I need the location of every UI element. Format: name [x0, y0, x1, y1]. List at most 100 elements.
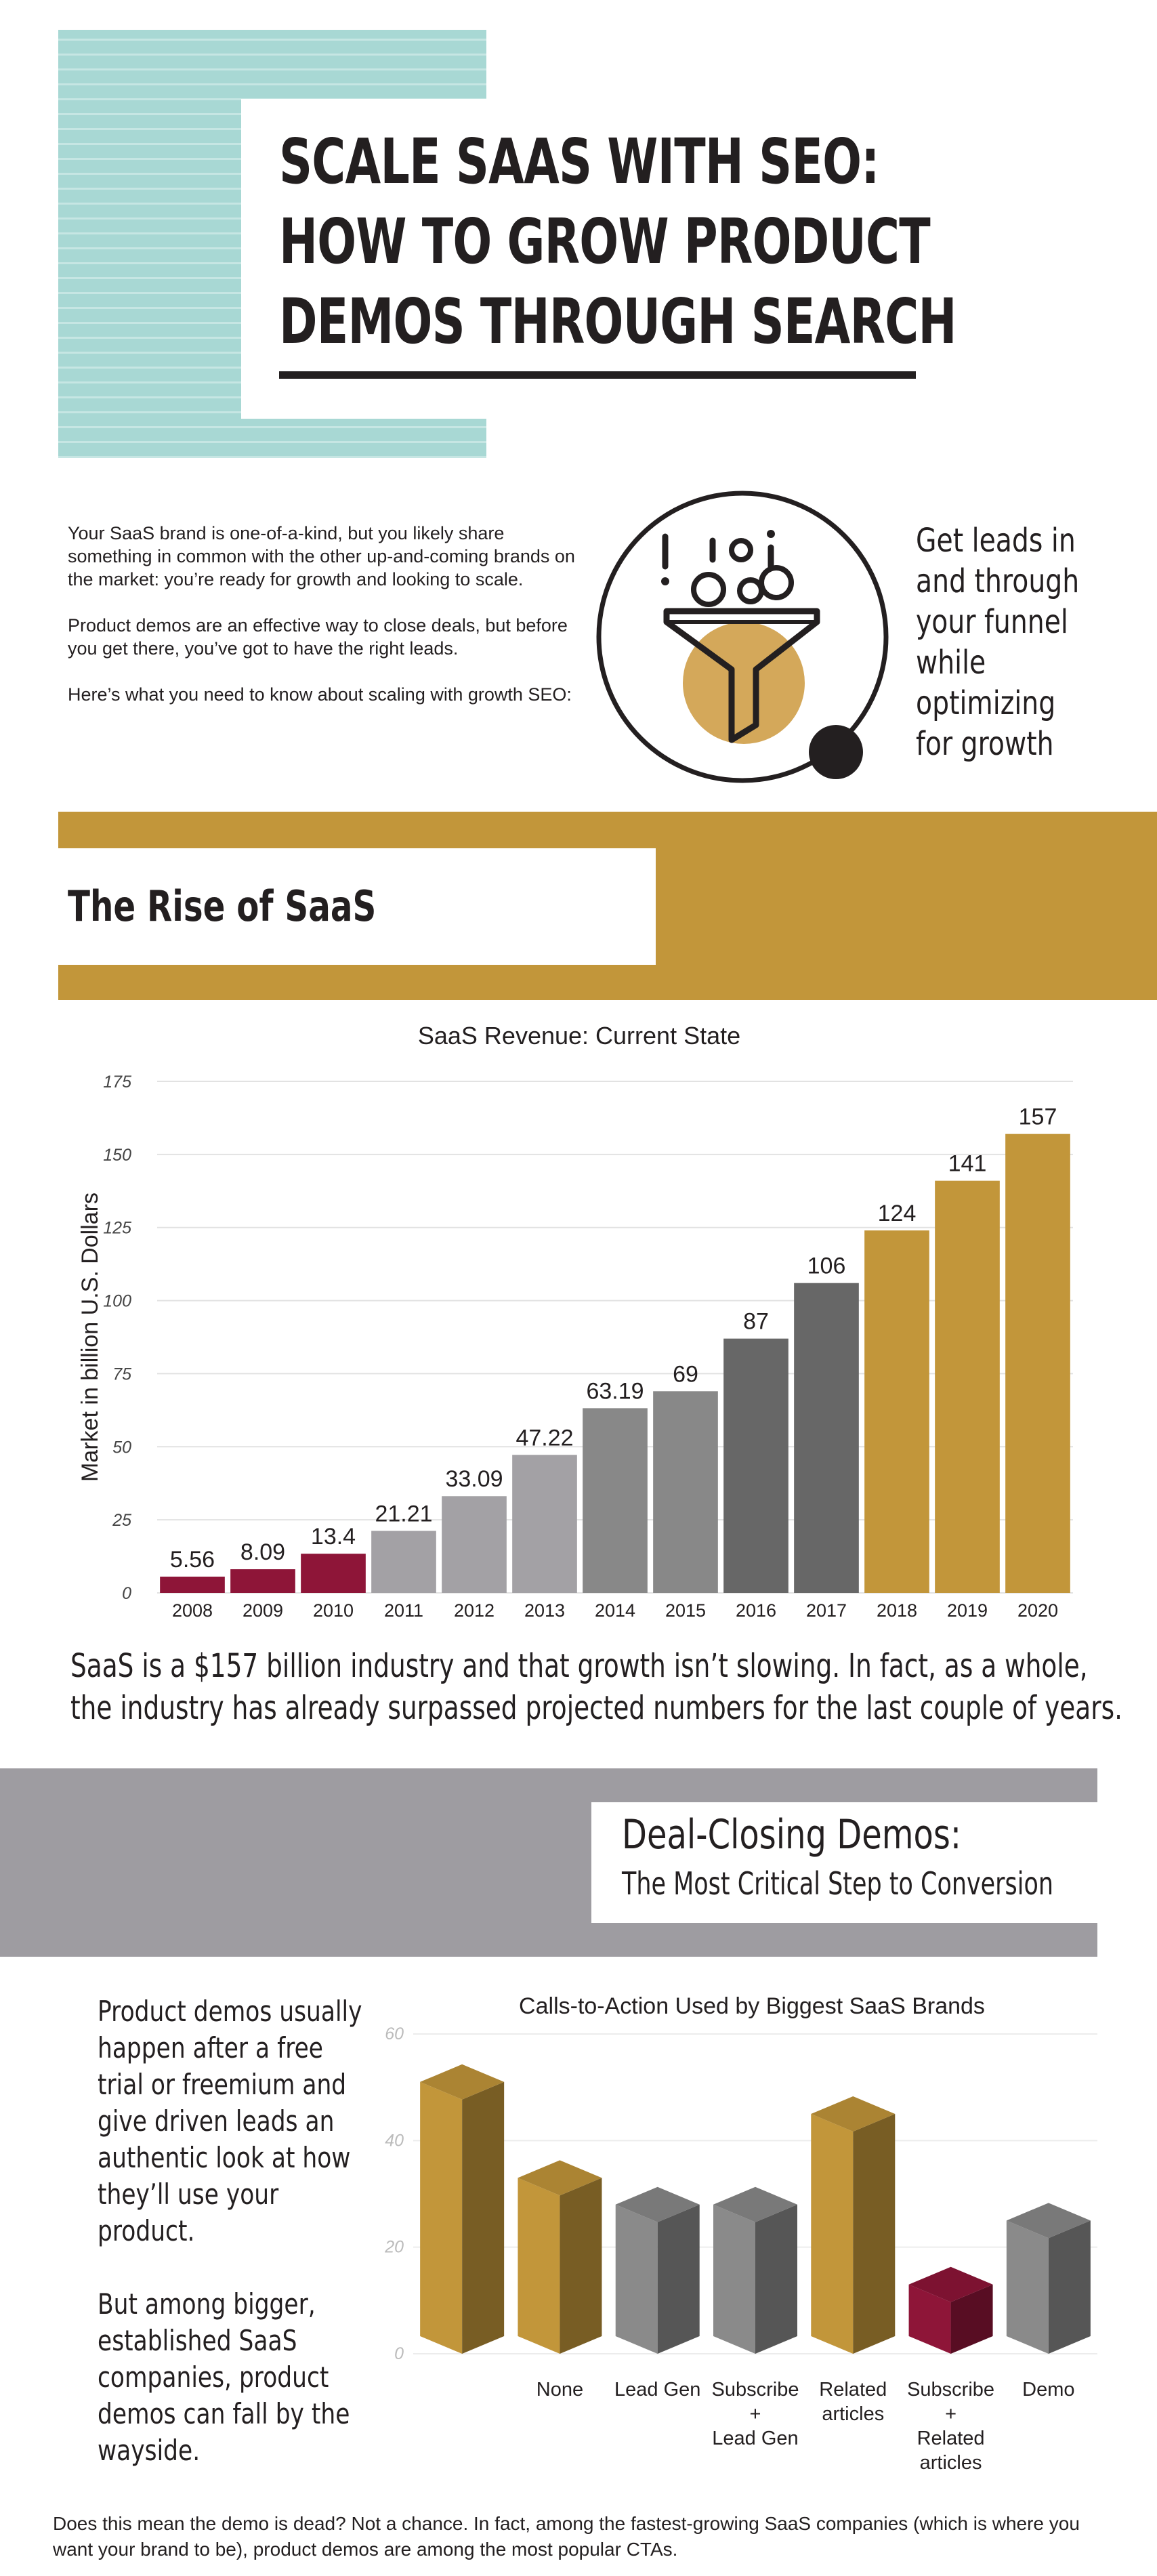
y-tick-label: 75 — [112, 1365, 131, 1384]
bar-top-face — [811, 2096, 896, 2132]
x-tick-label: Subscribe — [712, 2379, 799, 2401]
bar — [794, 1283, 859, 1593]
bar — [230, 1569, 295, 1593]
page-title-line: HOW TO GROW PRODUCT — [279, 205, 931, 278]
intro-paragraph: Here’s what you need to know about scali… — [68, 684, 572, 705]
y-axis-label: Market in billion U.S. Dollars — [77, 1192, 103, 1482]
bar-top-face — [420, 2064, 505, 2100]
bar — [653, 1391, 718, 1593]
demos-paragraph-line: product. — [98, 2214, 195, 2247]
x-tick-label: 2019 — [947, 1600, 988, 1621]
data-label: 63.19 — [586, 1378, 644, 1404]
y-tick-label: 175 — [103, 1073, 131, 1092]
data-label: 87 — [743, 1309, 769, 1335]
demos-text: Product demos usually happen after a fre… — [98, 1993, 382, 2506]
rise-section-title-text: The Rise of SaaS — [68, 881, 377, 931]
cta-chart-title: Calls-to-Action Used by Biggest SaaS Bra… — [519, 1993, 985, 2019]
demos-paragraph-line: Product demos usually — [98, 1995, 362, 2028]
intro-paragraph: Product demos are an effective way to cl… — [68, 615, 568, 659]
title-underline — [279, 371, 916, 379]
y-tick-label: 0 — [122, 1584, 131, 1603]
bar — [935, 1180, 1000, 1593]
data-label: 33.09 — [445, 1466, 503, 1492]
demos-paragraph-line: happen after a free — [98, 2031, 324, 2064]
data-label: 13.4 — [311, 1524, 356, 1550]
bar — [723, 1338, 788, 1593]
funnel-icon — [593, 488, 891, 786]
intro-text: Your SaaS brand is one-of-a-kind, but yo… — [68, 522, 589, 729]
x-tick-label: 2016 — [736, 1600, 776, 1621]
bar — [301, 1554, 366, 1593]
data-label: 21.21 — [375, 1501, 432, 1526]
demos-paragraph-line: But among bigger, — [98, 2287, 316, 2321]
bar-right-face — [462, 2081, 505, 2354]
demos-paragraph-line: companies, product — [98, 2361, 329, 2394]
page-title-line: DEMOS THROUGH SEARCH — [279, 285, 956, 358]
demos-paragraph-line: trial or freemium and — [98, 2068, 347, 2101]
x-tick-label: 2009 — [243, 1600, 283, 1621]
bar-right-face — [1048, 2220, 1091, 2354]
x-tick-label: 2013 — [524, 1600, 565, 1621]
bar-left-face — [518, 2178, 560, 2354]
bar-right-face — [560, 2178, 602, 2354]
y-tick-label: 100 — [103, 1292, 131, 1311]
bar-left-face — [713, 2204, 755, 2354]
y-tick-label: 50 — [112, 1438, 131, 1457]
y-tick-label: 150 — [103, 1146, 131, 1165]
bar-top-face — [713, 2186, 797, 2222]
x-tick-label: 2020 — [1017, 1600, 1058, 1621]
intro-paragraph: Your SaaS brand is one-of-a-kind, but yo… — [68, 523, 575, 589]
data-label: 141 — [948, 1151, 987, 1177]
bar — [442, 1496, 507, 1593]
demos-paragraph-line: authentic look at how — [98, 2141, 351, 2174]
bar-right-face — [853, 2114, 896, 2354]
bar-right-face — [657, 2204, 700, 2354]
revenue-chart: 0 25 50 75 100 125 150 175 5.56 2008 8.09 2009 13.4 2… — [77, 1073, 1073, 1621]
y-tick-label: 25 — [112, 1511, 131, 1530]
page-title: SCALE SAAS WITH SEO: HOW TO GROW PRODUCT… — [279, 122, 1078, 362]
y-tick-label: 0 — [394, 2344, 404, 2363]
data-label: 47.22 — [516, 1425, 573, 1451]
x-tick-label: + — [750, 2403, 761, 2425]
x-tick-label: articles — [822, 2403, 884, 2425]
footer-text: Does this mean the demo is dead? Not a c… — [53, 2513, 1080, 2560]
demos-section-subtitle-text: The Most Critical Step to Conversion — [622, 1865, 1054, 1902]
y-tick-label: 60 — [385, 2024, 404, 2043]
demos-paragraph-line: wayside. — [98, 2434, 201, 2467]
demos-section-panel — [591, 1802, 1097, 1923]
x-tick-label: Related — [917, 2428, 985, 2449]
y-tick-label: 125 — [103, 1219, 131, 1238]
data-label: 5.56 — [170, 1547, 215, 1573]
rise-section-title: The Rise of SaaS — [68, 881, 463, 932]
bar — [160, 1577, 225, 1593]
funnel-caption-line: while — [916, 644, 986, 682]
x-tick-label: 2010 — [313, 1600, 354, 1621]
x-tick-label: 2015 — [665, 1600, 706, 1621]
x-tick-label: 2018 — [877, 1600, 917, 1621]
bar-left-face — [615, 2204, 658, 2354]
x-tick-label: Demo — [1022, 2379, 1074, 2401]
bar-top-face — [615, 2186, 700, 2222]
funnel-caption-line: and through — [916, 562, 1080, 600]
rise-section-panel — [58, 848, 656, 965]
x-tick-label: Subscribe — [907, 2379, 994, 2401]
demos-paragraph-line: established SaaS — [98, 2324, 297, 2357]
header-title-panel — [241, 99, 1157, 419]
revenue-chart-title: SaaS Revenue: Current State — [417, 1022, 741, 1050]
data-label: 106 — [807, 1253, 846, 1279]
funnel-caption: Get leads in and through your funnel whi… — [916, 520, 1133, 764]
bar — [1005, 1134, 1070, 1593]
y-tick-label: 40 — [385, 2131, 404, 2150]
bar-top-face — [518, 2160, 602, 2196]
page-title-line: SCALE SAAS WITH SEO: — [279, 125, 880, 198]
revenue-summary-line: the industry has already surpassed proje… — [70, 1689, 1123, 1727]
bar-right-face — [950, 2284, 993, 2354]
bar-left-face — [908, 2284, 951, 2354]
bar — [512, 1455, 577, 1593]
y-tick-label: 20 — [384, 2238, 404, 2257]
x-tick-label: + — [945, 2403, 956, 2425]
data-label: 124 — [878, 1201, 917, 1226]
bar-right-face — [755, 2204, 797, 2354]
x-tick-label: 2012 — [454, 1600, 495, 1621]
demos-paragraph: Product demos usually happen after a fre… — [98, 1993, 382, 2249]
